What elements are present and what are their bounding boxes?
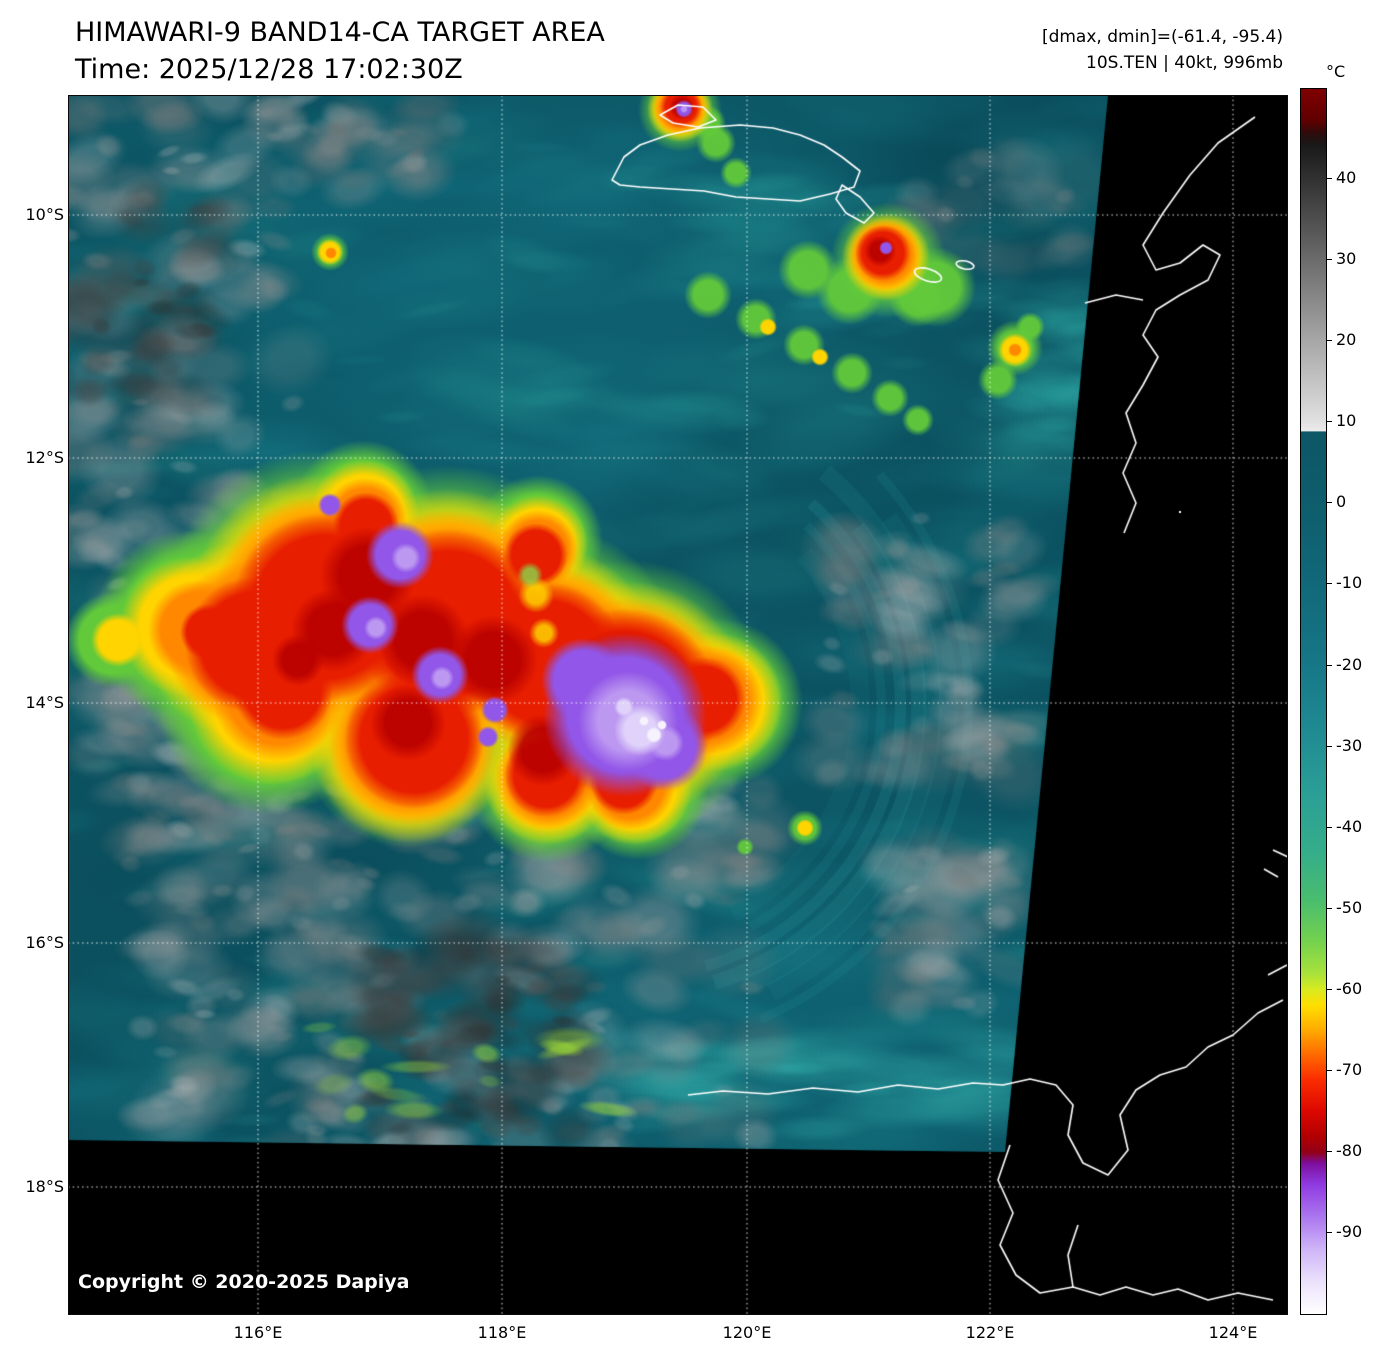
title-block: HIMAWARI-9 BAND14-CA TARGET AREA Time: 2… [75, 14, 605, 88]
lon-tick-label: 124°E [1208, 1323, 1258, 1342]
colorbar-tick-label: -50 [1336, 898, 1363, 917]
colorbar-tick-label: -70 [1336, 1060, 1363, 1079]
colorbar-tick-mark [1326, 583, 1332, 584]
colorbar-tick-mark [1326, 1151, 1332, 1152]
colorbar-tick-mark [1326, 746, 1332, 747]
colorbar-gradient [1300, 88, 1327, 1315]
colorbar-tick-label: 20 [1336, 330, 1357, 349]
colorbar-tick-label: -30 [1336, 736, 1363, 755]
colorbar-tick-mark [1326, 178, 1332, 179]
colorbar-tick-mark [1326, 421, 1332, 422]
colorbar-tick-label: -60 [1336, 979, 1363, 998]
lat-tick-label: 18°S [25, 1177, 64, 1196]
colorbar-tick-mark [1326, 340, 1332, 341]
lat-tick-label: 10°S [25, 205, 64, 224]
copyright-watermark: Copyright © 2020-2025 Dapiya [78, 1271, 410, 1293]
satellite-ir-image [68, 95, 1288, 1315]
colorbar-tick-label: -90 [1336, 1222, 1363, 1241]
colorbar-tick-mark [1326, 1232, 1332, 1233]
colorbar-tick-label: 30 [1336, 249, 1357, 268]
colorbar-tick-label: -80 [1336, 1141, 1363, 1160]
lon-tick-label: 118°E [477, 1323, 527, 1342]
colorbar-tick-label: -40 [1336, 817, 1363, 836]
lat-tick-label: 14°S [25, 693, 64, 712]
lon-tick-label: 116°E [233, 1323, 283, 1342]
colorbar-tick-label: 10 [1336, 411, 1357, 430]
lon-tick-label: 122°E [965, 1323, 1015, 1342]
info-block: [dmax, dmin]=(-61.4, -95.4) 10S.TEN | 40… [1042, 24, 1283, 76]
product-timestamp: Time: 2025/12/28 17:02:30Z [75, 54, 463, 85]
colorbar-tick-label: 40 [1336, 168, 1357, 187]
colorbar-tick-label: -10 [1336, 573, 1363, 592]
colorbar-tick-mark [1326, 502, 1332, 503]
colorbar-tick-label: -20 [1336, 655, 1363, 674]
colorbar-tick-mark [1326, 827, 1332, 828]
colorbar-tick-mark [1326, 259, 1332, 260]
lon-tick-label: 120°E [722, 1323, 772, 1342]
colorbar-tick-mark [1326, 989, 1332, 990]
lat-tick-label: 12°S [25, 448, 64, 467]
colorbar-tick-mark [1326, 1070, 1332, 1071]
colorbar-tick-mark [1326, 665, 1332, 666]
product-title: HIMAWARI-9 BAND14-CA TARGET AREA [75, 17, 605, 48]
colorbar-tick-label: 0 [1336, 492, 1347, 511]
colorbar-unit-label: °C [1326, 62, 1346, 81]
lat-tick-label: 16°S [25, 933, 64, 952]
dmax-dmin-readout: [dmax, dmin]=(-61.4, -95.4) [1041, 27, 1283, 47]
storm-info: 10S.TEN | 40kt, 996mb [1086, 53, 1283, 73]
colorbar-tick-mark [1326, 908, 1332, 909]
